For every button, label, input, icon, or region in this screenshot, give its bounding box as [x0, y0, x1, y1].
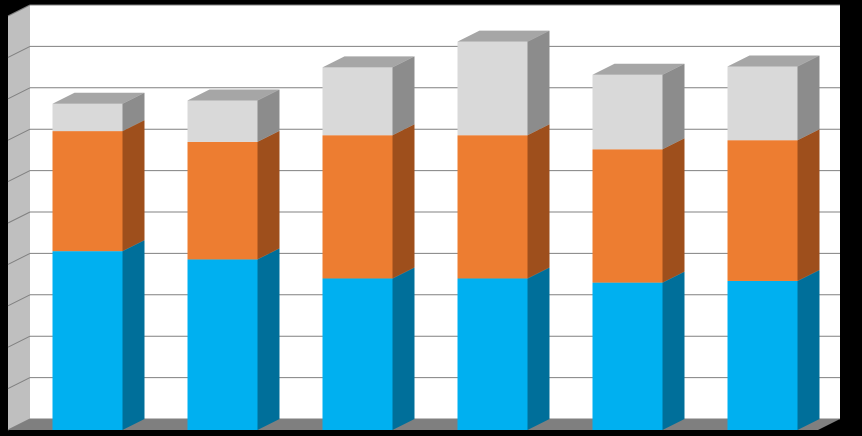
bar-segment-series-2 — [187, 141, 258, 260]
bar-segment-series-3 — [52, 103, 123, 132]
bar-top-face — [592, 63, 685, 75]
bar-segment-series-3 — [322, 67, 393, 136]
bar-top-face — [727, 55, 820, 67]
bar-side-face-series-1 — [392, 267, 415, 430]
bar-top-face — [52, 92, 145, 104]
y-gridline-side — [7, 335, 31, 348]
y-gridline-side — [7, 252, 31, 265]
bar-segment-series-3 — [727, 66, 798, 141]
bar-segment-series-2 — [592, 149, 663, 283]
bar-top-face — [322, 56, 415, 68]
bar-side-face-series-2 — [662, 138, 685, 283]
bar-segment-series-2 — [727, 140, 798, 281]
bar-top-face — [187, 89, 280, 101]
bar-side-face-series-2 — [122, 120, 145, 252]
bar-segment-series-3 — [187, 100, 258, 142]
bar-side-face-series-2 — [797, 129, 820, 281]
y-gridline-side — [7, 128, 31, 141]
bar-segment-series-2 — [322, 135, 393, 279]
bar-side-face-series-1 — [662, 271, 685, 430]
bar-side-face-series-1 — [257, 248, 280, 430]
bar-segment-series-3 — [592, 74, 663, 150]
y-gridline-side — [7, 87, 31, 100]
y-gridline-side — [7, 211, 31, 224]
y-gridline-side — [7, 377, 31, 390]
bar-top-face — [457, 30, 550, 42]
y-gridline-side — [7, 4, 31, 17]
bar-side-face-series-2 — [257, 130, 280, 260]
bar-side-face-series-2 — [392, 124, 415, 279]
y-gridline-side — [7, 294, 31, 307]
bar-side-face-series-3 — [122, 92, 145, 132]
bar-segment-series-1 — [322, 278, 393, 430]
bar-side-face-series-1 — [527, 267, 550, 430]
y-gridline-side — [7, 170, 31, 183]
bar-segment-series-2 — [457, 135, 528, 279]
bar-side-face-series-1 — [797, 269, 820, 430]
y-gridline-side — [7, 418, 31, 431]
bar-side-face-series-3 — [527, 30, 550, 136]
bar-side-face-series-3 — [257, 89, 280, 142]
bar-side-face-series-3 — [662, 63, 685, 150]
bar-segment-series-1 — [727, 280, 798, 430]
bar-side-face-series-2 — [527, 124, 550, 279]
bar-segment-series-1 — [457, 278, 528, 430]
bar-side-face-series-1 — [122, 240, 145, 430]
bar-segment-series-1 — [187, 259, 258, 430]
bar-side-face-series-3 — [392, 56, 415, 136]
bar-segment-series-1 — [52, 251, 123, 430]
bar-segment-series-1 — [592, 282, 663, 430]
bar-segment-series-3 — [457, 41, 528, 136]
bar-segment-series-2 — [52, 131, 123, 252]
y-gridline-side — [7, 45, 31, 58]
bar-side-face-series-3 — [797, 55, 820, 141]
